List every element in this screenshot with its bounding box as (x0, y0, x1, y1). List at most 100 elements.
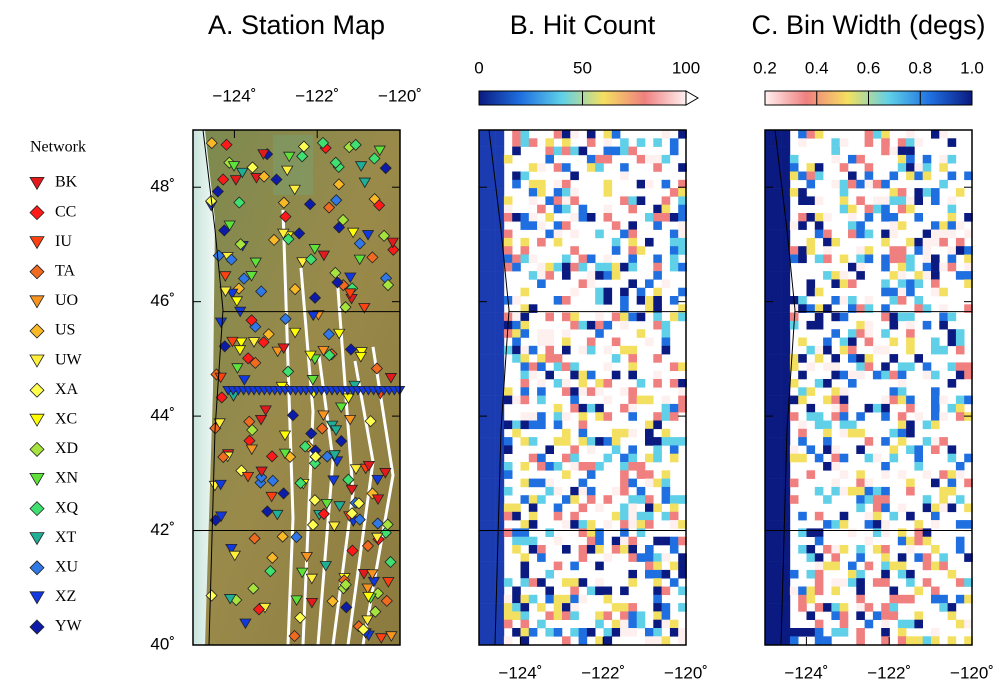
cell (765, 329, 774, 338)
cell (906, 155, 915, 164)
cell (496, 545, 505, 554)
cell (487, 130, 496, 139)
cell (773, 163, 782, 172)
cell (798, 196, 807, 205)
cell (670, 512, 679, 521)
cell (798, 628, 807, 637)
cell (620, 172, 629, 181)
cell (496, 346, 505, 355)
cell (773, 553, 782, 562)
cell (782, 304, 791, 313)
cell (562, 196, 571, 205)
colorbar-tick-label: 0.6 (857, 58, 881, 77)
cell (898, 313, 907, 322)
cell (479, 379, 488, 388)
y-tick-label: 42˚ (150, 520, 175, 539)
cell (628, 578, 637, 587)
cell (840, 188, 849, 197)
cell (662, 512, 671, 521)
cell (948, 313, 957, 322)
cell (504, 246, 513, 255)
cell (479, 321, 488, 330)
cell (898, 221, 907, 230)
cell (881, 470, 890, 479)
cell (890, 595, 899, 604)
cell (807, 412, 816, 421)
cell (906, 346, 915, 355)
cell (939, 163, 948, 172)
cell (521, 379, 530, 388)
cell (856, 636, 865, 645)
cell (620, 296, 629, 305)
cell (840, 545, 849, 554)
cell (554, 379, 563, 388)
cell (840, 313, 849, 322)
cell (798, 595, 807, 604)
legend-label: XA (55, 381, 79, 398)
y-tick-label: 46˚ (150, 291, 175, 310)
cell (496, 279, 505, 288)
cell (537, 238, 546, 247)
cell (782, 138, 791, 147)
cell (865, 562, 874, 571)
x-tick-label: −122˚ (295, 86, 339, 105)
cell (848, 213, 857, 222)
cell (807, 213, 816, 222)
cell (479, 429, 488, 438)
cell (856, 445, 865, 454)
cell (939, 263, 948, 272)
cell (881, 504, 890, 513)
cell (554, 221, 563, 230)
cell (931, 479, 940, 488)
cell (831, 520, 840, 529)
cell (790, 163, 799, 172)
cell (620, 147, 629, 156)
cell (537, 362, 546, 371)
cell (773, 479, 782, 488)
cell (628, 545, 637, 554)
cell (595, 163, 604, 172)
cell (807, 570, 816, 579)
x-tick-label: −120˚ (664, 663, 708, 682)
cell (914, 138, 923, 147)
cell (562, 338, 571, 347)
cell (670, 230, 679, 239)
cell (856, 263, 865, 272)
cell (848, 487, 857, 496)
cell (670, 263, 679, 272)
cell (906, 537, 915, 546)
cell (898, 155, 907, 164)
cell (765, 387, 774, 396)
cell (554, 595, 563, 604)
cell (612, 246, 621, 255)
cell (782, 620, 791, 629)
cell (521, 570, 530, 579)
cell (773, 321, 782, 330)
cell (890, 512, 899, 521)
cell (595, 271, 604, 280)
cell (496, 628, 505, 637)
cell (782, 595, 791, 604)
cell (807, 321, 816, 330)
cell (773, 528, 782, 537)
cell (914, 454, 923, 463)
cell (479, 313, 488, 322)
cell (579, 437, 588, 446)
cell (782, 313, 791, 322)
cell (765, 553, 774, 562)
cell (782, 628, 791, 637)
cell (612, 271, 621, 280)
cell (823, 462, 832, 471)
cell (479, 155, 488, 164)
cell (939, 412, 948, 421)
cell (773, 288, 782, 297)
cell (512, 354, 521, 363)
cell (662, 180, 671, 189)
cell (906, 362, 915, 371)
cell (595, 504, 604, 513)
cell (521, 520, 530, 529)
cell (604, 595, 613, 604)
cell (773, 138, 782, 147)
cell (554, 487, 563, 496)
cell (637, 329, 646, 338)
